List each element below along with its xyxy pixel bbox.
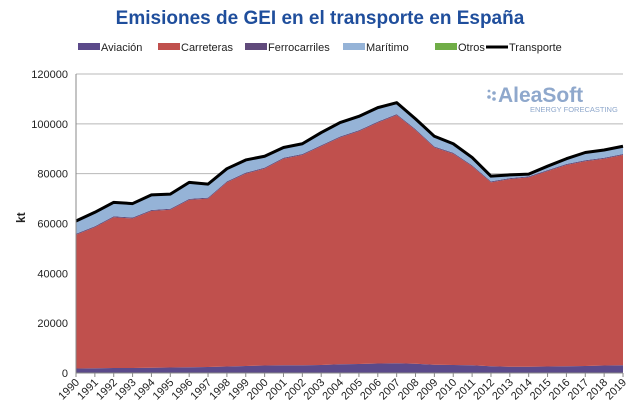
y-tick-label: 60000	[37, 219, 68, 231]
y-axis-label: kt	[14, 212, 28, 223]
line-transporte	[75, 101, 624, 223]
y-tick-label: 40000	[37, 268, 68, 280]
legend-swatch-otros	[435, 43, 457, 50]
y-tick-label: 20000	[37, 318, 68, 330]
legend-label: Transporte	[509, 42, 562, 54]
legend-label: Carreteras	[181, 42, 233, 54]
y-tick-label: 100000	[31, 119, 68, 131]
area-marítimo	[76, 102, 623, 234]
legend-swatch-carreteras	[158, 43, 180, 50]
legend-label: Ferrocarriles	[268, 42, 330, 54]
legend-label: Marítimo	[366, 42, 409, 54]
svg-text:ENERGY FORECASTING: ENERGY FORECASTING	[530, 105, 618, 114]
svg-text:AleaSoft: AleaSoft	[498, 84, 583, 107]
legend-label: Otros	[458, 42, 485, 54]
legend-swatch-marítimo	[343, 43, 365, 50]
legend-swatch-aviación	[78, 43, 100, 50]
y-tick-label: 120000	[31, 69, 68, 81]
legend-swatch-ferrocarriles	[245, 43, 267, 50]
area-carreteras	[76, 115, 623, 369]
legend-label: Aviación	[101, 42, 142, 54]
x-tick-label: 2019	[603, 377, 629, 403]
chart-title: Emisiones de GEI en el transporte en Esp…	[115, 8, 525, 29]
aleasoft-logo: AleaSoft ENERGY FORECASTING	[487, 84, 618, 114]
y-tick-label: 80000	[37, 169, 68, 181]
area-aviación	[76, 363, 623, 373]
y-tick-label: 0	[62, 368, 68, 380]
